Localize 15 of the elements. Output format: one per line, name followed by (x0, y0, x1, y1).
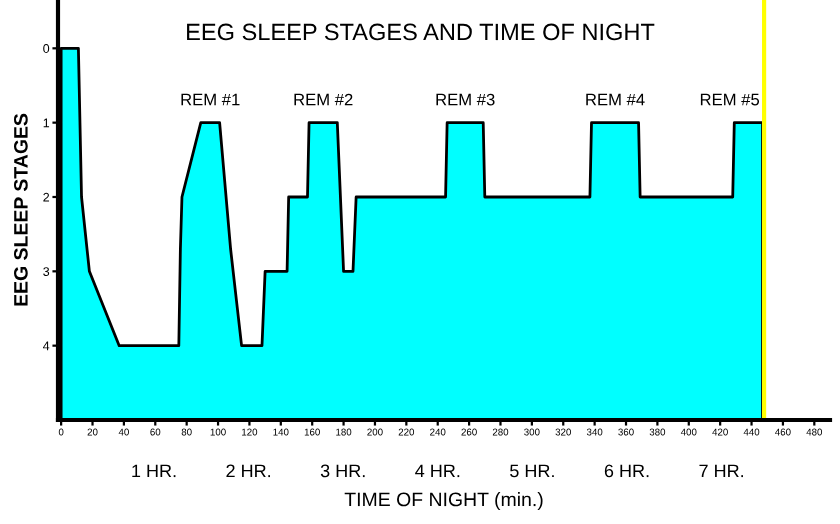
text: 6 HR. (604, 464, 649, 478)
text: 4 HR. (415, 464, 460, 478)
text: 1 HR. (132, 464, 176, 478)
annotation: REM #2 (294, 93, 353, 106)
annotation: REM #5 (700, 93, 760, 106)
annotation: REM #4 (586, 93, 645, 106)
x-axis-title: TIME OF NIGHT (min.) (344, 492, 543, 511)
annotation: REM #3 (436, 93, 495, 106)
text: 7 HR. (699, 464, 744, 478)
text: 3 HR. (320, 464, 365, 478)
text: EEG SLEEP STAGES AND TIME OF NIGHT (187, 23, 655, 41)
text: 5 HR. (510, 464, 554, 478)
y-axis-title: EEG SLEEP STAGES (13, 113, 28, 306)
annotation: REM #1 (181, 93, 240, 106)
text: 2 HR. (226, 464, 271, 478)
